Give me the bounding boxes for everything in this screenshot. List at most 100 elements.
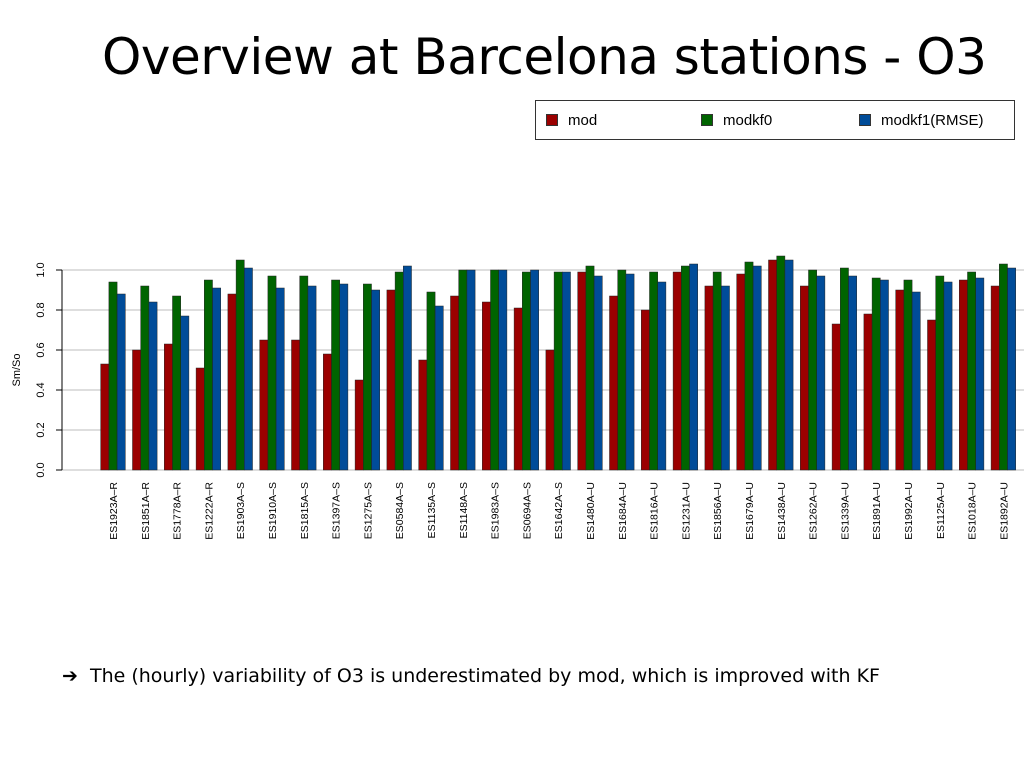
x-tick-label: ES1275A–S [362,482,374,539]
bar-mod [450,295,459,471]
legend-swatch-modkf0 [701,114,713,126]
bar-modkf0 [426,291,436,471]
bar-modkf0 [140,285,150,471]
bar-mod [291,339,300,471]
x-tick-label: ES1438A–U [776,482,788,540]
legend-item-modkf1: modkf1(RMSE) [859,111,984,129]
bar-modkf0 [840,267,849,471]
bar-modkf1rmse [784,259,794,471]
bar-mod [386,289,396,471]
bar-modkf1rmse [752,265,762,471]
bar-modkf0 [712,271,722,471]
slide-note: ➔ The (hourly) variability of O3 is unde… [62,662,962,690]
legend-label-modkf0: modkf0 [723,111,773,129]
bar-mod [800,285,809,471]
bar-modkf0 [871,277,881,471]
x-tick-label: ES1923A–R [108,482,120,540]
bar-modkf1rmse [275,287,285,471]
bar-modkf0 [903,279,913,471]
bar-mod [895,289,905,471]
y-tick-label: 1.0 [35,262,47,277]
bar-modkf0 [681,265,690,471]
legend-label-mod: mod [568,111,598,129]
x-tick-label: ES1892A–U [998,482,1010,540]
y-tick-label: 0.8 [35,302,47,317]
bar-mod [704,285,714,471]
bar-mod [132,349,141,471]
legend-item-mod: mod [546,111,597,129]
bar-modkf1rmse [1007,267,1016,471]
bar-modkf0 [172,295,181,471]
bar-modkf0 [267,275,277,471]
x-tick-label: ES0584A–S [394,482,406,539]
bar-mod [990,285,1000,471]
bar-modkf1rmse [880,279,889,471]
bar-mod [641,309,650,471]
y-axis-label: Sm/So [11,353,23,386]
bar-modkf0 [935,275,945,471]
bar-modkf1rmse [434,305,444,471]
legend-swatch-modkf1 [859,114,871,126]
bar-modkf1rmse [148,301,158,471]
bar-modkf1rmse [498,269,508,471]
bar-mod [323,353,332,471]
bar-mod [100,363,110,471]
x-tick-label: ES1815A–S [299,482,311,539]
bar-mod [927,319,936,471]
bar-modkf0 [999,263,1008,471]
bar-modkf0 [299,275,309,471]
bar-modkf0 [394,271,404,471]
bar-modkf0 [617,269,627,471]
legend-item-modkf0: modkf0 [701,111,772,129]
x-tick-label: ES1339A–U [839,482,851,540]
x-tick-label: ES1231A–U [680,482,692,540]
bar-mod [195,367,205,471]
bar-mod [863,313,873,471]
bar-modkf1rmse [816,275,826,471]
bar-modkf0 [331,279,340,471]
bar-modkf1rmse [593,275,603,471]
x-tick-label: ES1679A–U [744,482,756,540]
bar-modkf0 [204,279,213,471]
bar-mod [164,343,173,471]
bar-mod [482,301,491,471]
bar-modkf1rmse [975,277,985,471]
x-tick-label: ES1480A–U [585,482,597,540]
bar-modkf0 [522,271,531,471]
bar-modkf0 [235,259,245,471]
bar-modkf1rmse [180,315,190,471]
bar-modkf0 [553,271,563,471]
bar-modkf1rmse [244,267,253,471]
x-tick-label: ES1262A–U [808,482,820,540]
bar-modkf1rmse [212,287,221,471]
bar-modkf0 [967,271,976,471]
x-tick-label: ES1148A–S [458,482,470,538]
y-tick-label: 0.4 [35,382,47,397]
bar-mod [513,307,523,471]
bar-modkf1rmse [530,269,539,471]
y-tick-label: 0.6 [35,342,47,357]
y-tick-label: 0.2 [35,422,47,437]
x-tick-label: ES0694A–S [521,482,533,539]
arrow-right-icon: ➔ [62,665,78,687]
bar-modkf0 [808,269,817,471]
chart-legend: mod modkf0 modkf1(RMSE) [535,100,1015,140]
slide-title: Overview at Barcelona stations - O3 [102,28,987,86]
bar-modkf0 [744,261,754,471]
bar-mod [672,271,682,471]
bar-modkf1rmse [689,263,698,471]
bar-modkf1rmse [466,269,476,471]
bar-modkf0 [363,283,372,471]
bar-modkf1rmse [911,291,921,471]
bar-modkf1rmse [371,289,380,471]
x-tick-label: ES1851A–R [140,482,152,540]
bar-modkf1rmse [339,283,349,471]
bar-mod [609,295,618,471]
x-tick-label: ES1778A–R [172,482,184,540]
note-text: The (hourly) variability of O3 is undere… [89,665,880,687]
bar-mod [227,293,237,471]
legend-swatch-mod [546,114,558,126]
bar-modkf1rmse [403,265,412,471]
x-tick-label: ES1903A–S [235,482,247,539]
x-tick-label: ES1992A–U [903,482,915,540]
